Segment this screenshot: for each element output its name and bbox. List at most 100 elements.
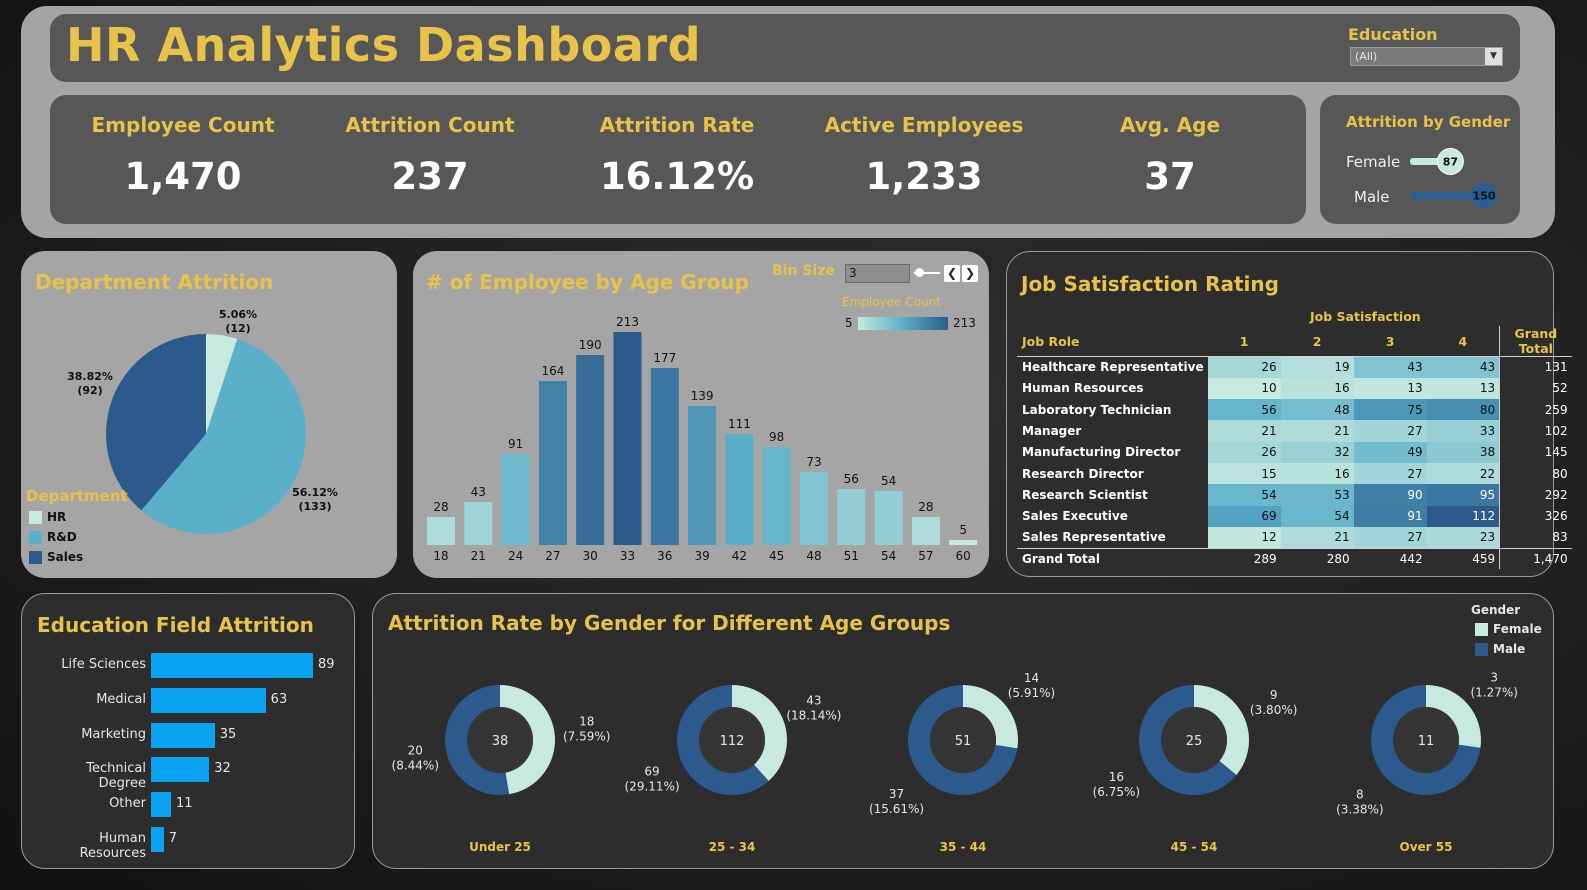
- column-total-cell: 442: [1353, 547, 1427, 570]
- age-bar-value: 91: [508, 437, 523, 451]
- employee-count-legend-title: Employee Count: [842, 295, 941, 309]
- education-field-bar[interactable]: [151, 653, 313, 678]
- age-bar[interactable]: [800, 472, 828, 545]
- age-group-bar-chart: 28 18 43 21 91 24 164 27 190 30 213 33 177 36 139 39 111…: [427, 315, 978, 563]
- education-field-bar[interactable]: [151, 792, 172, 818]
- bin-prev-button[interactable]: ❮: [944, 265, 960, 282]
- table-row: Research Scientist 54 53 90 95 292: [1017, 484, 1572, 506]
- education-field-bar[interactable]: [151, 722, 215, 748]
- donut-female-segment[interactable]: [500, 685, 555, 795]
- job-role-cell: Manufacturing Director: [1022, 445, 1181, 460]
- age-bar[interactable]: [427, 517, 455, 545]
- age-bar[interactable]: [576, 355, 605, 545]
- legend-label-sales: Sales: [47, 550, 84, 564]
- row-total-cell: 80: [1499, 462, 1572, 485]
- kpi-value: 1,233: [865, 155, 983, 198]
- rd-pct-label: 56.12%: [292, 486, 338, 499]
- pie-slice-rd[interactable]: [141, 339, 307, 534]
- table-row: Sales Representative 12 21 27 23 83: [1017, 526, 1572, 549]
- donut-total: 11: [1418, 734, 1435, 749]
- donut-male-segment[interactable]: [677, 685, 769, 795]
- donut-female-segment[interactable]: [732, 685, 787, 782]
- age-bar-value: 111: [728, 417, 751, 431]
- age-bar[interactable]: [949, 540, 978, 545]
- education-filter-select[interactable]: (All) ▼: [1350, 47, 1503, 66]
- donut-male-segment[interactable]: [1371, 685, 1481, 795]
- job-satisfaction-table: Job Role 1 2 3 4 Grand Total Healthcare …: [1017, 326, 1572, 570]
- donut-female-count: 3: [1490, 671, 1498, 685]
- education-field-value: 35: [219, 726, 237, 742]
- donut-male-pct: (29.11%): [625, 779, 680, 793]
- donut-age-group-label: Over 55: [1400, 840, 1453, 854]
- column-header: 2: [1280, 326, 1354, 357]
- pie-slice-sales[interactable]: [106, 334, 206, 511]
- female-value: 87: [1443, 156, 1458, 169]
- bin-size-slider-track[interactable]: [914, 272, 940, 274]
- age-bar[interactable]: [762, 447, 791, 545]
- donut-age-group-label: 35 - 44: [940, 840, 987, 854]
- donut-female-pct: (7.59%): [563, 730, 610, 744]
- education-field-bar[interactable]: [151, 757, 210, 783]
- age-bar[interactable]: [837, 489, 866, 545]
- bin-size-slider-handle[interactable]: [915, 268, 924, 277]
- age-bar[interactable]: [501, 454, 530, 545]
- age-bar-value: 43: [471, 485, 486, 499]
- donut-male-segment[interactable]: [907, 685, 1018, 795]
- donut-female-segment[interactable]: [963, 685, 1018, 749]
- column-header: 4: [1426, 326, 1500, 357]
- age-bar[interactable]: [650, 368, 679, 545]
- legend-swatch-sales: [29, 551, 42, 564]
- education-field-bar[interactable]: [151, 687, 266, 713]
- bin-next-button[interactable]: ❯: [962, 265, 978, 282]
- donut-male-segment[interactable]: [1138, 685, 1237, 795]
- legend-label-female: Female: [1493, 622, 1542, 636]
- color-scale-legend: [858, 317, 948, 330]
- age-bar[interactable]: [874, 491, 903, 545]
- education-field-bar[interactable]: [151, 827, 164, 852]
- donut-hole: [1393, 707, 1459, 773]
- legend-max-value: 213: [953, 316, 976, 330]
- donut-age-group-label: 45 - 54: [1171, 840, 1218, 854]
- age-bar[interactable]: [725, 434, 754, 545]
- age-bar-value: 177: [653, 351, 676, 365]
- age-tick-label: 57: [918, 549, 933, 563]
- education-field-label: Technical Degree: [86, 761, 146, 792]
- satisfaction-cell: 54: [1280, 505, 1354, 527]
- job-role-cell: Human Resources: [1022, 381, 1144, 396]
- satisfaction-cell: 27: [1353, 420, 1427, 442]
- age-tick-label: 48: [806, 549, 821, 563]
- satisfaction-cell: 10: [1207, 377, 1281, 400]
- department-legend-title: Department: [26, 487, 128, 505]
- age-bar[interactable]: [538, 381, 567, 545]
- satisfaction-cell: 43: [1426, 356, 1500, 378]
- age-tick-label: 27: [545, 549, 560, 563]
- satisfaction-cell: 49: [1353, 441, 1427, 463]
- age-bar[interactable]: [688, 406, 717, 545]
- satisfaction-cell: 53: [1280, 484, 1354, 506]
- satisfaction-cell: 56: [1207, 399, 1281, 421]
- donut-female-segment[interactable]: [1194, 685, 1249, 776]
- age-bar[interactable]: [464, 502, 493, 545]
- row-total-cell: 52: [1499, 377, 1572, 400]
- legend-label-hr: HR: [47, 510, 67, 524]
- gender-label-female: Female: [1346, 153, 1401, 171]
- age-bar-value: 56: [844, 472, 859, 486]
- age-bar[interactable]: [613, 332, 642, 545]
- donut-male-segment[interactable]: [445, 685, 510, 795]
- legend-label-male: Male: [1493, 642, 1526, 656]
- pie-slice-hr[interactable]: [206, 334, 238, 434]
- chevron-down-icon[interactable]: ▼: [1485, 48, 1502, 65]
- age-bar[interactable]: [911, 517, 940, 545]
- bin-size-input[interactable]: 3: [845, 264, 910, 283]
- age-tick-label: 45: [769, 549, 784, 563]
- donut-hole: [699, 707, 765, 773]
- male-dot: [1471, 182, 1497, 209]
- sales-count-label: (92): [77, 384, 102, 397]
- kpi-panel: Employee Count 1,470 Attrition Count 237…: [50, 95, 1306, 224]
- donut-female-count: 14: [1024, 671, 1039, 685]
- education-field-value: 32: [214, 761, 231, 777]
- donut-female-segment[interactable]: [1426, 685, 1481, 748]
- satisfaction-cell: 33: [1426, 420, 1500, 442]
- age-bar-value: 5: [959, 523, 967, 537]
